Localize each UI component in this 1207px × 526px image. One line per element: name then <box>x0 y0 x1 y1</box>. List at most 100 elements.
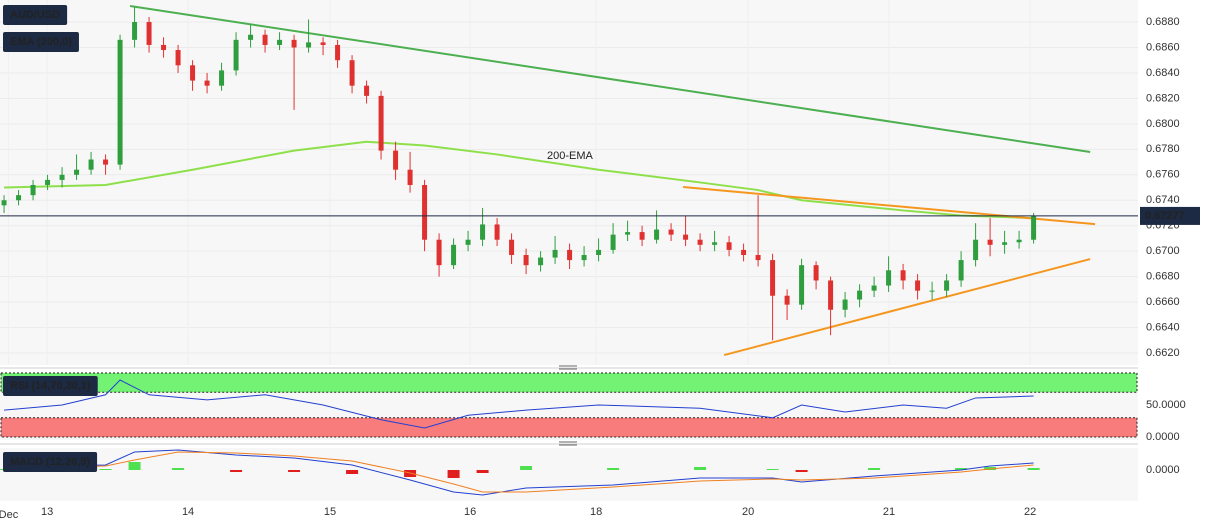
candle-body <box>842 299 848 310</box>
rsi-tick-label: 50.0000 <box>1146 399 1186 411</box>
candle-body <box>610 234 616 250</box>
candle-body <box>190 65 196 81</box>
candle-body <box>828 280 834 310</box>
candle-body <box>799 265 805 305</box>
candle-body <box>480 224 486 240</box>
candle-body <box>944 280 950 291</box>
y-tick-label: 0.6760 <box>1146 169 1180 181</box>
macd-histogram-bar <box>607 468 620 470</box>
candle-body <box>16 195 22 201</box>
signal-line <box>4 451 1034 493</box>
macd-histogram-bar <box>172 468 185 470</box>
candle-body <box>277 39 283 45</box>
candle-body <box>1031 215 1037 240</box>
macd-histogram-bar <box>346 470 359 474</box>
y-tick-label: 0.6740 <box>1146 194 1180 206</box>
x-tick-label: 20 <box>742 506 754 518</box>
candle-body <box>741 249 747 256</box>
candle-body <box>900 270 906 281</box>
candle-body <box>654 229 660 240</box>
candle-body <box>726 242 732 250</box>
marks <box>0 4 1138 496</box>
trendline <box>129 4 1091 153</box>
candle-body <box>538 257 544 266</box>
candle-body <box>422 184 428 240</box>
candle-body <box>219 70 225 86</box>
x-tick-label: 15 <box>324 506 336 518</box>
candle-body <box>871 285 877 291</box>
x-tick-label: 22 <box>1024 506 1036 518</box>
last-price-tag <box>1140 206 1200 225</box>
candle-body <box>639 232 645 240</box>
candle-body <box>146 22 152 45</box>
candle-body <box>1 200 7 206</box>
rsi-tick-label: 0.0000 <box>1146 431 1180 443</box>
candle-body <box>987 239 993 245</box>
candle-body <box>393 150 399 170</box>
symbol-label: AUD/USD <box>10 9 60 21</box>
candle-body <box>132 22 138 40</box>
last-price-label: 0.67277 <box>1145 210 1185 222</box>
candle-body <box>552 249 558 258</box>
macd-histogram-bar <box>520 466 533 470</box>
candle-body <box>335 44 341 61</box>
candle-body <box>813 265 819 281</box>
y-tick-label: 0.6820 <box>1146 92 1180 104</box>
candle-body <box>262 34 268 45</box>
x-tick-label: 16 <box>464 506 476 518</box>
macd-tick-label: 0.0000 <box>1146 464 1180 476</box>
labels: 0.66200.66400.66600.66800.67000.67200.67… <box>0 5 1200 521</box>
y-tick-label: 0.6800 <box>1146 118 1180 130</box>
candle-body <box>784 295 790 305</box>
candle-body <box>378 95 384 151</box>
pane-grip[interactable] <box>559 365 577 446</box>
candle-body <box>625 232 631 235</box>
x-tick-label: 21 <box>883 506 895 518</box>
rsi-legend-box <box>3 376 98 396</box>
macd-legend: MACD (12,26,9) <box>10 456 90 468</box>
candle-body <box>596 249 602 256</box>
macd-histogram-bar <box>476 470 489 473</box>
y-tick-label: 0.6860 <box>1146 41 1180 53</box>
ema-annotation: 200-EMA <box>547 150 594 162</box>
macd-histogram-bar <box>694 467 707 470</box>
candle-body <box>770 260 776 296</box>
y-tick-label: 0.6620 <box>1146 347 1180 359</box>
candle-body <box>30 184 36 196</box>
candle-body <box>291 39 297 48</box>
y-tick-label: 0.6700 <box>1146 245 1180 257</box>
candle-body <box>88 159 94 170</box>
candle-body <box>320 42 326 45</box>
rsi-lower-band <box>0 417 1138 438</box>
candle-body <box>668 229 674 235</box>
macd-legend-box <box>3 452 98 472</box>
candle-body <box>451 244 457 266</box>
candle-body <box>248 34 254 40</box>
trendline <box>723 258 1091 357</box>
symbol-label-box <box>3 5 68 25</box>
candle-body <box>929 290 935 292</box>
y-tick-label: 0.6880 <box>1146 16 1180 28</box>
macd-pane <box>0 448 1138 501</box>
y-tick-label: 0.6680 <box>1146 271 1180 283</box>
x-tick-label: 14 <box>182 506 194 518</box>
candle-body <box>712 242 718 245</box>
candle-body <box>436 239 442 266</box>
candle-body <box>45 179 51 185</box>
macd-histogram-bar <box>795 470 808 472</box>
y-tick-label: 0.6840 <box>1146 67 1180 79</box>
candle-body <box>494 224 500 240</box>
candle-body <box>74 169 80 175</box>
main-pane <box>0 0 1138 365</box>
candle-body <box>161 44 167 51</box>
x-tick-label: 13 <box>41 506 53 518</box>
ema-line <box>4 140 1034 220</box>
candle-body <box>567 249 573 261</box>
ema-legend-box <box>3 32 79 52</box>
candle-body <box>581 255 587 261</box>
candle-body <box>465 239 471 245</box>
candle-body <box>306 42 312 48</box>
candle-body <box>683 234 689 240</box>
candle-body <box>1016 239 1022 243</box>
